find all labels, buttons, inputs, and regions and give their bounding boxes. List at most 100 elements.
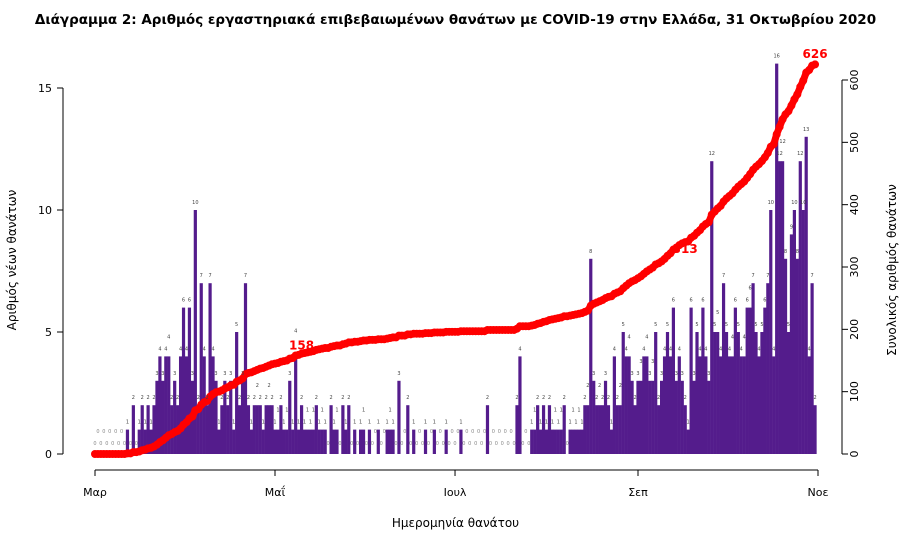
bar [288, 380, 292, 454]
bar-value-label: 3 [241, 371, 244, 377]
bar [302, 429, 307, 454]
bar [243, 283, 248, 454]
bar-value-label: 2 [152, 395, 155, 401]
bar-value-label: 5 [666, 322, 669, 328]
bar [792, 210, 796, 454]
bar [353, 429, 357, 454]
bar-value-label: 1 [297, 420, 300, 426]
bar-value-label: 5 [716, 310, 719, 316]
bar-value-label: 1 [569, 420, 572, 426]
bar-value-label: 1 [276, 408, 279, 414]
bar-value-label: 1 [687, 420, 690, 426]
bar [745, 307, 749, 454]
bar-value-label: 4 [663, 346, 666, 352]
bar-value-label: 0 [409, 441, 412, 447]
bar-value-label: 2 [657, 395, 660, 401]
bar [751, 283, 755, 454]
bar-value-label: 0 [456, 429, 459, 435]
bar [606, 405, 611, 454]
bar [223, 380, 227, 454]
bar-value-label: 1 [285, 408, 288, 414]
bar-value-label: 1 [459, 420, 462, 426]
cumulative-point [775, 122, 784, 131]
bar [680, 380, 684, 454]
bar-value-label: 2 [542, 395, 545, 401]
bar [730, 356, 735, 454]
bar-value-label: 0 [350, 441, 353, 447]
bar [783, 258, 788, 454]
bar-value-label: 4 [757, 346, 760, 352]
bar-value-label: 0 [120, 429, 123, 435]
bar [813, 405, 817, 454]
bar-value-label: 4 [211, 346, 214, 352]
bar-value-label: 0 [418, 429, 421, 435]
bar-value-label: 2 [595, 395, 598, 401]
bar-value-label: 2 [238, 395, 241, 401]
y2-tick-label: 200 [848, 319, 861, 340]
bar [361, 429, 366, 454]
bar [559, 429, 563, 454]
bar [270, 405, 274, 454]
bar-value-label: 5 [737, 322, 740, 328]
bar-value-label: 2 [486, 395, 489, 401]
bar-value-label: 2 [247, 395, 250, 401]
bar [246, 405, 251, 454]
bar [754, 332, 758, 454]
bar-value-label: 2 [226, 395, 229, 401]
bar [612, 356, 616, 454]
cumulative-point [704, 218, 713, 227]
bar-value-label: 2 [583, 395, 586, 401]
bar [285, 429, 289, 454]
bar-value-label: 1 [445, 420, 448, 426]
bar-value-label: 4 [772, 346, 775, 352]
bar [515, 405, 519, 454]
y2-tick-label: 300 [848, 257, 861, 278]
bar-value-label: 2 [616, 395, 619, 401]
cumulative-point [787, 101, 796, 110]
bar-value-label: 1 [344, 420, 347, 426]
bar-value-label: 4 [678, 346, 681, 352]
bar-value-label: 0 [442, 441, 445, 447]
bar [255, 405, 259, 454]
bar-value-label: 7 [208, 273, 211, 279]
bar-value-label: 0 [380, 441, 383, 447]
bar-value-label: 5 [760, 322, 763, 328]
bar-value-label: 13 [803, 127, 809, 133]
bar [367, 429, 372, 454]
bar-value-label: 0 [123, 441, 126, 447]
bar-value-label: 1 [273, 420, 276, 426]
bar-value-label: 2 [536, 395, 539, 401]
bar-value-label: 1 [232, 420, 235, 426]
bar-value-label: 1 [312, 408, 315, 414]
bar [187, 307, 192, 454]
bar-value-label: 3 [692, 371, 695, 377]
y2-tick-label: 600 [848, 70, 861, 91]
bar [665, 332, 670, 454]
bar-value-label: 6 [763, 298, 766, 304]
bar [299, 405, 304, 454]
bar [279, 405, 283, 454]
bar-value-label: 2 [256, 383, 259, 389]
bar-value-label: 1 [149, 420, 152, 426]
bar-value-label: 1 [412, 420, 415, 426]
bar-value-label: 0 [527, 441, 530, 447]
bar [736, 332, 740, 454]
bar-value-label: 3 [636, 371, 639, 377]
bar-value-label: 0 [430, 429, 433, 435]
bar-value-label: 3 [229, 371, 232, 377]
bar [217, 429, 221, 454]
bar [627, 356, 631, 454]
bar-value-label: 3 [707, 371, 710, 377]
bar [181, 307, 186, 454]
bar [553, 429, 557, 454]
cumulative-point [811, 60, 820, 69]
bar-value-label: 1 [551, 420, 554, 426]
bar-value-label: 3 [173, 371, 176, 377]
y-axis-label: Αριθμός νέων θανάτων [5, 189, 19, 330]
bar-value-label: 4 [625, 346, 628, 352]
bar-value-label: 0 [93, 441, 96, 447]
bar [161, 380, 165, 454]
bar-value-label: 1 [359, 420, 362, 426]
bar [789, 234, 794, 454]
